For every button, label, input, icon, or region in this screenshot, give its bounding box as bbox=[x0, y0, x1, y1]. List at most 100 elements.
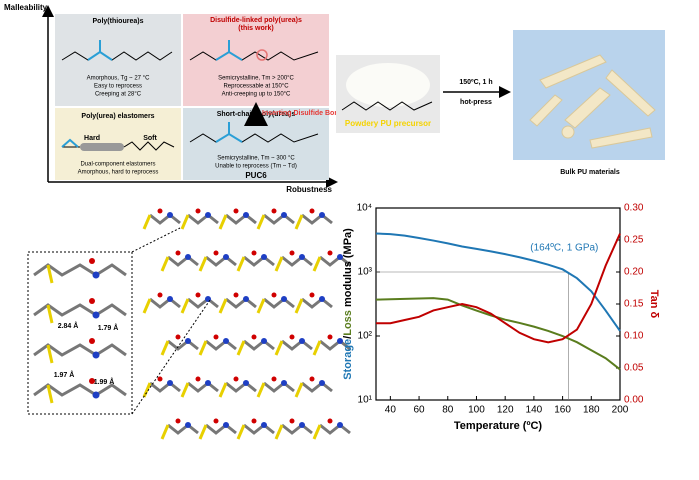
sulfur bbox=[312, 340, 322, 356]
sulfur bbox=[198, 256, 208, 272]
sulfur bbox=[236, 424, 246, 440]
y2-tick-label: 0.30 bbox=[624, 203, 644, 214]
bulk-pieces bbox=[529, 54, 656, 149]
y-tick-label: 10³ bbox=[358, 267, 373, 278]
sulfur bbox=[160, 424, 170, 440]
x-label: Temperature (ºC) bbox=[454, 420, 542, 432]
oxygen bbox=[251, 250, 257, 256]
oxygen bbox=[157, 292, 163, 298]
chain bbox=[167, 339, 199, 351]
sulfur bbox=[160, 340, 170, 356]
chain bbox=[263, 213, 295, 225]
sulfur bbox=[274, 256, 284, 272]
nitrogen bbox=[261, 422, 267, 428]
nitrogen bbox=[319, 380, 325, 386]
distance: 1.97 Å bbox=[54, 370, 75, 379]
nitrogen bbox=[261, 338, 267, 344]
structure bbox=[123, 141, 175, 151]
chain bbox=[205, 255, 237, 267]
chain bbox=[281, 423, 313, 435]
dma-chart: 40 60 80 100 120 140 160 180 200 10¹ 10² 10³ 10⁴ 0.00… bbox=[342, 203, 660, 432]
chain bbox=[149, 381, 181, 393]
sulfur bbox=[256, 214, 266, 230]
chain bbox=[243, 255, 275, 267]
oxygen bbox=[289, 250, 295, 256]
y-label-part: Loss bbox=[342, 310, 354, 336]
series-line bbox=[375, 297, 621, 371]
x-tick-label: 100 bbox=[468, 405, 485, 416]
y2-tick-label: 0.00 bbox=[624, 395, 644, 406]
oxygen bbox=[309, 292, 315, 298]
chain bbox=[243, 423, 275, 435]
y-label-part: modulus (MPa) bbox=[342, 228, 354, 310]
y2-label: Tan δ bbox=[648, 290, 660, 319]
y-tick-label: 10⁴ bbox=[357, 203, 372, 214]
distance: 1.79 Å bbox=[98, 323, 119, 332]
x-tick-label: 80 bbox=[442, 405, 454, 416]
nitrogen bbox=[205, 380, 211, 386]
box-text: Amorphous, Tg ~ 27 °C bbox=[87, 76, 150, 82]
axis-label: Robustness bbox=[286, 185, 332, 194]
oxygen bbox=[233, 376, 239, 382]
y2-tick-label: 0.05 bbox=[624, 363, 644, 374]
sulfur bbox=[294, 382, 304, 398]
sulfur bbox=[142, 382, 152, 398]
chain bbox=[301, 297, 333, 309]
chain bbox=[281, 339, 313, 351]
sulfur bbox=[46, 384, 54, 404]
sulfur bbox=[256, 298, 266, 314]
nitrogen bbox=[185, 422, 191, 428]
oxygen bbox=[327, 334, 333, 340]
nitrogen bbox=[185, 254, 191, 260]
chain bbox=[263, 381, 295, 393]
y2-tick-label: 0.10 bbox=[624, 331, 644, 342]
nitrogen bbox=[243, 380, 249, 386]
oxygen bbox=[251, 418, 257, 424]
nitrogen bbox=[205, 212, 211, 218]
box-text: Reprocessable at 150°C bbox=[223, 84, 289, 90]
x-tick-label: 180 bbox=[583, 405, 600, 416]
sulfur bbox=[256, 382, 266, 398]
oxygen bbox=[213, 334, 219, 340]
sulfur bbox=[294, 214, 304, 230]
sulfur bbox=[180, 298, 190, 314]
sulfur bbox=[312, 256, 322, 272]
nitrogen bbox=[319, 212, 325, 218]
box-subtitle: (this work) bbox=[238, 25, 273, 32]
chain bbox=[187, 213, 219, 225]
nitrogen bbox=[299, 338, 305, 344]
y-tick-label: 10¹ bbox=[358, 395, 373, 406]
oxygen bbox=[251, 334, 257, 340]
oxygen bbox=[271, 292, 277, 298]
box bbox=[183, 14, 329, 106]
structure bbox=[189, 51, 319, 61]
box-text: Easy to reprocess bbox=[94, 84, 142, 90]
annotation: (164ºC, 1 GPa) bbox=[530, 243, 598, 254]
series-line bbox=[375, 232, 621, 332]
chain bbox=[225, 213, 257, 225]
oxygen bbox=[233, 208, 239, 214]
chain bbox=[167, 423, 199, 435]
nitrogen bbox=[281, 212, 287, 218]
sulfur bbox=[180, 214, 190, 230]
nitrogen bbox=[299, 254, 305, 260]
y-label-part: / bbox=[342, 336, 354, 339]
nitrogen bbox=[261, 254, 267, 260]
chain bbox=[149, 297, 181, 309]
nitrogen bbox=[337, 422, 343, 428]
urea-group bbox=[61, 40, 243, 148]
chain bbox=[301, 213, 333, 225]
y2-tick-label: 0.15 bbox=[624, 299, 644, 310]
x-tick-label: 200 bbox=[612, 405, 629, 416]
method: hot-press bbox=[460, 99, 492, 106]
oxygen bbox=[309, 376, 315, 382]
chain bbox=[225, 297, 257, 309]
powder bbox=[346, 63, 430, 107]
sulfur bbox=[218, 214, 228, 230]
box-text: Unable to reprocess (Tm ~ Td) bbox=[215, 164, 297, 170]
y-label-part: Storage bbox=[342, 339, 354, 380]
sulfur bbox=[312, 424, 322, 440]
box-title: Disulfide-linked poly(urea)s bbox=[210, 17, 302, 24]
chain bbox=[281, 255, 313, 267]
